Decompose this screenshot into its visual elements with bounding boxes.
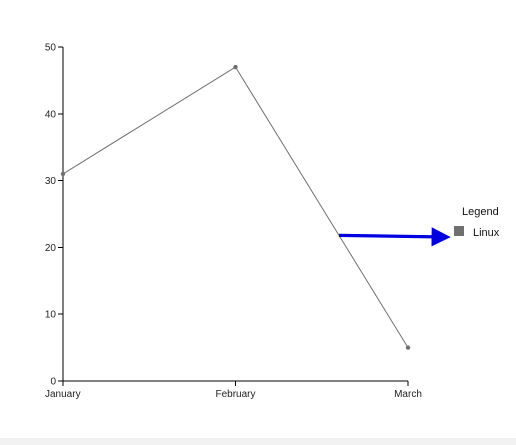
axes: 0 10 20 30 40 50 January February March: [45, 43, 422, 401]
y-tick-label: 0: [50, 377, 56, 388]
x-tick-label: February: [215, 389, 255, 400]
series-line-linux: [62, 66, 409, 348]
y-tick-label: 40: [45, 109, 57, 120]
legend: Legend Linux: [454, 206, 500, 239]
x-tick-label: January: [45, 389, 81, 400]
legend-swatch-linux: [454, 226, 464, 236]
bottom-strip: [0, 438, 516, 445]
series-layer: [60, 64, 411, 350]
y-tick-label: 50: [45, 43, 57, 54]
annotation-arrow: [338, 227, 451, 247]
x-tick-label: March: [394, 389, 422, 400]
data-point: [60, 171, 66, 177]
legend-title: Legend: [462, 206, 499, 218]
data-point: [405, 345, 411, 350]
y-tick-label: 30: [45, 176, 57, 187]
y-tick-label: 20: [45, 243, 57, 254]
annotation-layer: [338, 227, 451, 247]
legend-label-linux: Linux: [473, 227, 500, 239]
data-point: [233, 64, 238, 70]
y-tick-label: 10: [45, 310, 57, 321]
